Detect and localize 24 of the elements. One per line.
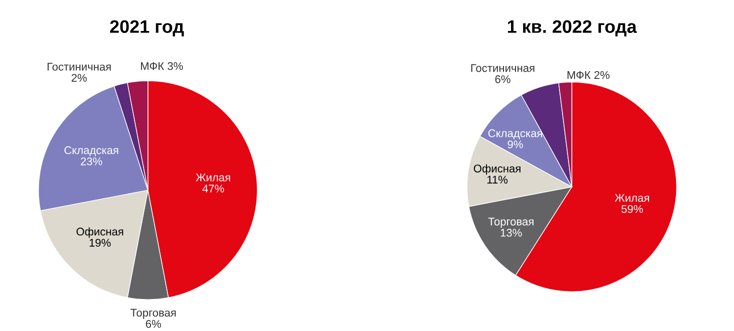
slice-label: Гостиничная: [471, 64, 534, 72]
data-label: 2%: [72, 74, 87, 82]
slice-label: Торговая: [130, 308, 176, 319]
slice-label: МФК 3%: [140, 62, 183, 70]
slice-label: Складская: [64, 146, 118, 156]
data-label: 6%: [495, 75, 510, 84]
slice-label: Складская: [488, 129, 542, 140]
data-label: 11%: [487, 176, 508, 184]
slice-label: Жилая: [196, 174, 230, 182]
data-label: 59%: [622, 205, 643, 213]
slice-label: Гостиничная: [48, 62, 111, 71]
slice-label: Офисная: [76, 227, 124, 238]
data-label: 9%: [508, 140, 523, 148]
chart-title: 1 кв. 2022 года: [508, 20, 637, 36]
data-label: 19%: [90, 238, 111, 247]
data-label: 6%: [146, 320, 162, 328]
data-label: 13%: [500, 228, 522, 237]
slice-label: Жилая: [614, 194, 649, 202]
chart-title: 2021 год: [110, 20, 184, 36]
data-label: 23%: [80, 157, 102, 166]
slice-label: МФК 2%: [568, 71, 610, 79]
slice-label: Торговая: [488, 218, 534, 228]
data-label: 47%: [202, 184, 224, 193]
slice-label: Офисная: [474, 164, 520, 175]
